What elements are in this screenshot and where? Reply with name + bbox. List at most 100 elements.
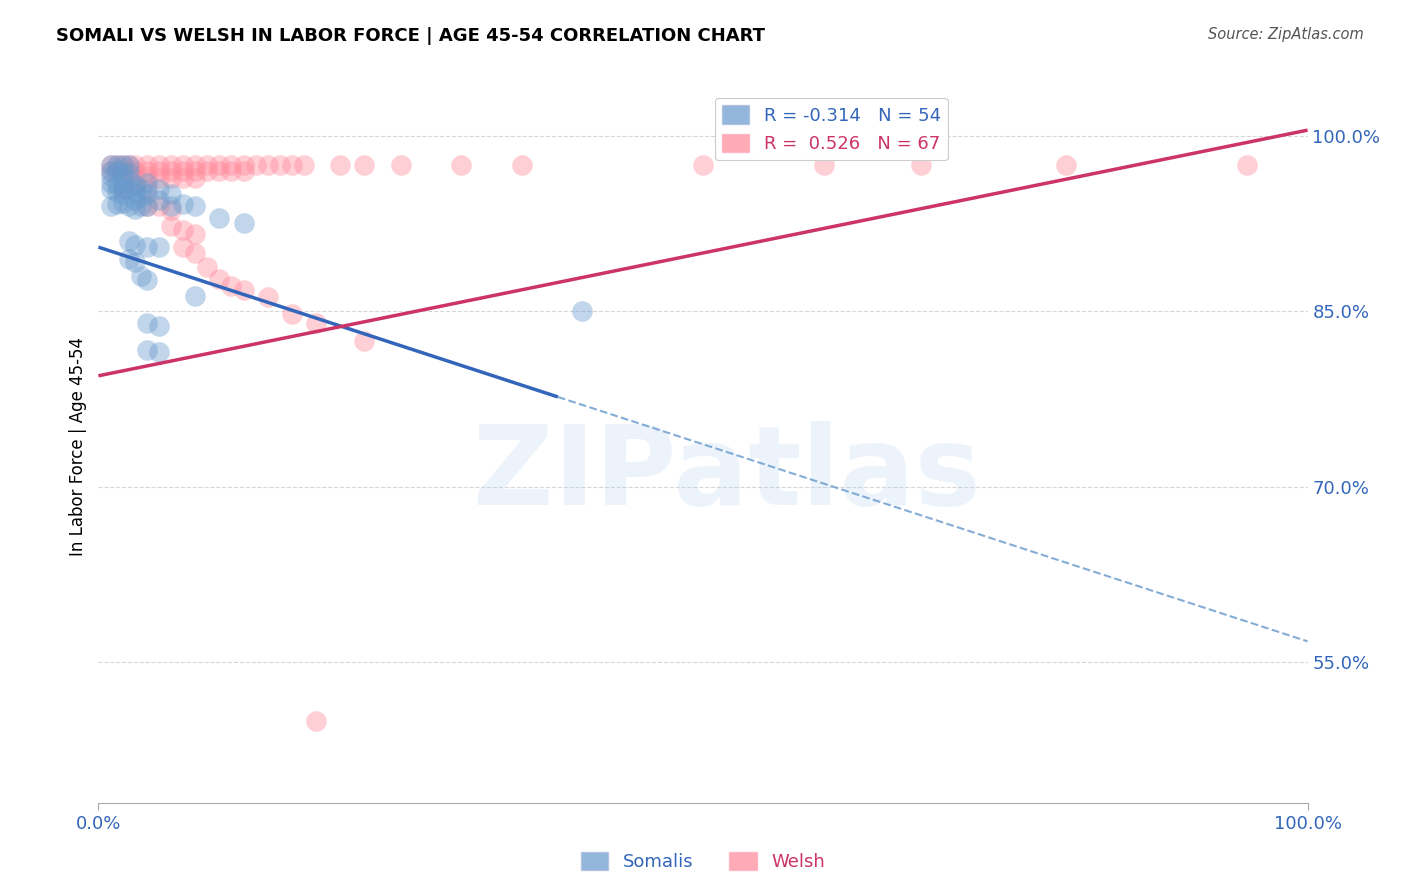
Point — [148, 345, 170, 359]
Point — [129, 181, 152, 195]
Point — [111, 176, 134, 190]
Point — [135, 273, 157, 287]
Point — [208, 164, 231, 178]
Point — [148, 240, 170, 254]
Point — [172, 158, 194, 172]
Point — [1054, 158, 1077, 172]
Y-axis label: In Labor Force | Age 45-54: In Labor Force | Age 45-54 — [69, 336, 87, 556]
Point — [118, 158, 141, 172]
Point — [148, 181, 170, 195]
Point — [172, 197, 194, 211]
Point — [100, 199, 122, 213]
Point — [105, 178, 128, 193]
Point — [184, 158, 207, 172]
Point — [160, 219, 183, 233]
Point — [105, 158, 128, 172]
Point — [208, 271, 231, 285]
Point — [129, 269, 152, 284]
Point — [221, 158, 243, 172]
Point — [100, 164, 122, 178]
Point — [1236, 158, 1258, 172]
Point — [148, 171, 170, 186]
Point — [305, 316, 328, 330]
Point — [124, 158, 146, 172]
Point — [100, 164, 122, 178]
Point — [135, 176, 157, 190]
Point — [111, 166, 134, 180]
Point — [129, 190, 152, 204]
Point — [118, 164, 141, 178]
Point — [184, 289, 207, 303]
Point — [100, 158, 122, 172]
Point — [184, 171, 207, 186]
Point — [160, 171, 183, 186]
Point — [195, 164, 218, 178]
Point — [245, 158, 267, 172]
Point — [232, 216, 254, 230]
Text: Source: ZipAtlas.com: Source: ZipAtlas.com — [1208, 27, 1364, 42]
Point — [148, 318, 170, 333]
Point — [124, 194, 146, 208]
Point — [292, 158, 315, 172]
Point — [124, 255, 146, 269]
Point — [160, 164, 183, 178]
Point — [111, 181, 134, 195]
Point — [100, 169, 122, 183]
Point — [105, 197, 128, 211]
Point — [135, 181, 157, 195]
Point — [208, 158, 231, 172]
Point — [111, 158, 134, 172]
Point — [148, 164, 170, 178]
Point — [172, 164, 194, 178]
Point — [118, 158, 141, 172]
Point — [118, 199, 141, 213]
Point — [111, 195, 134, 210]
Point — [105, 164, 128, 178]
Point — [256, 158, 278, 172]
Point — [135, 187, 157, 202]
Point — [232, 284, 254, 298]
Point — [184, 246, 207, 260]
Point — [135, 164, 157, 178]
Point — [135, 343, 157, 357]
Point — [124, 202, 146, 216]
Point — [269, 158, 291, 172]
Point — [118, 166, 141, 180]
Point — [129, 199, 152, 213]
Point — [450, 158, 472, 172]
Point — [160, 158, 183, 172]
Point — [160, 187, 183, 202]
Point — [111, 158, 134, 172]
Point — [148, 194, 170, 208]
Point — [118, 252, 141, 266]
Point — [305, 714, 328, 728]
Point — [160, 202, 183, 217]
Point — [124, 185, 146, 199]
Point — [135, 158, 157, 172]
Point — [135, 199, 157, 213]
Point — [118, 173, 141, 187]
Point — [353, 158, 375, 172]
Point — [184, 199, 207, 213]
Point — [571, 304, 593, 318]
Point — [135, 169, 157, 184]
Text: SOMALI VS WELSH IN LABOR FORCE | AGE 45-54 CORRELATION CHART: SOMALI VS WELSH IN LABOR FORCE | AGE 45-… — [56, 27, 765, 45]
Point — [184, 227, 207, 242]
Point — [135, 240, 157, 254]
Point — [510, 158, 533, 172]
Point — [105, 185, 128, 199]
Point — [353, 334, 375, 348]
Point — [148, 199, 170, 213]
Point — [148, 158, 170, 172]
Point — [172, 240, 194, 254]
Point — [389, 158, 412, 172]
Point — [172, 222, 194, 236]
Point — [232, 158, 254, 172]
Point — [124, 178, 146, 193]
Point — [232, 164, 254, 178]
Point — [195, 158, 218, 172]
Point — [118, 181, 141, 195]
Point — [281, 158, 304, 172]
Point — [105, 158, 128, 172]
Legend: R = -0.314   N = 54, R =  0.526   N = 67: R = -0.314 N = 54, R = 0.526 N = 67 — [714, 98, 948, 161]
